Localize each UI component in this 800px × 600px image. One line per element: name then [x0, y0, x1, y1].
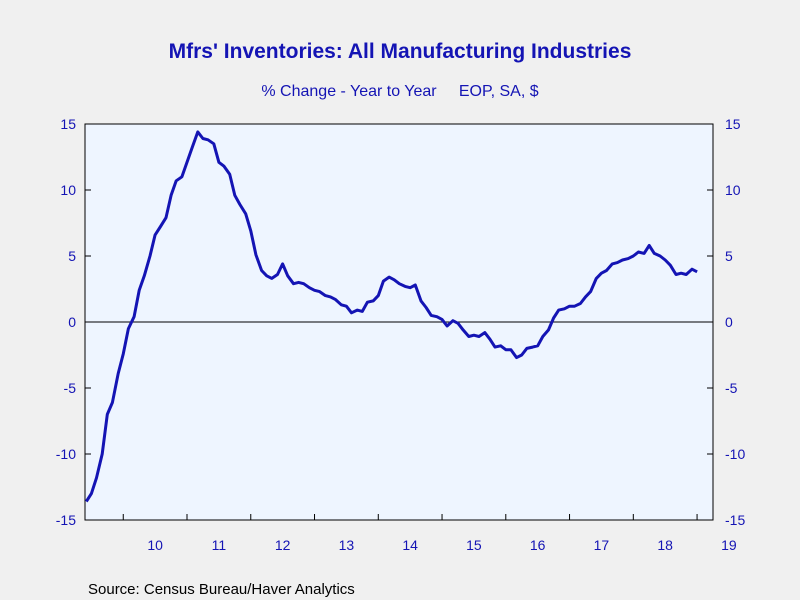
x-tick-label: 18: [657, 537, 673, 553]
x-axis: 10 11 12 13 14 15 16 17 18 19: [122, 514, 737, 553]
x-tick-label: 13: [339, 537, 355, 553]
chart-subtitle: % Change - Year to Year EOP, SA, $: [261, 83, 538, 100]
y-tick-label-right: 0: [725, 314, 733, 330]
x-tick-label: 11: [212, 537, 227, 553]
x-tick-label: 12: [275, 537, 291, 553]
y-tick-label-left: 15: [60, 116, 76, 132]
y-tick-label-left: 10: [60, 182, 76, 198]
y-tick-label-left: 0: [68, 314, 76, 330]
y-tick-label-left: -10: [56, 446, 76, 462]
series-line: [85, 130, 698, 503]
x-tick-label: 16: [530, 537, 546, 553]
chart-title: Mfrs' Inventories: All Manufacturing Ind…: [169, 40, 632, 63]
y-axis-left: 15 10 5 0 -5 -10 -15: [56, 116, 91, 528]
y-tick-label-right: -15: [725, 512, 745, 528]
y-tick-label-right: -10: [725, 446, 745, 462]
source-note: Source: Census Bureau/Haver Analytics: [88, 581, 355, 598]
y-tick-label-right: 15: [725, 116, 741, 132]
x-tick-label: 19: [721, 537, 737, 553]
y-tick-label-left: -5: [64, 380, 77, 396]
y-tick-label-right: -5: [725, 380, 738, 396]
x-tick-label: 17: [594, 537, 610, 553]
y-tick-label-right: 5: [725, 248, 733, 264]
x-tick-label: 15: [466, 537, 482, 553]
y-tick-label-left: 5: [68, 248, 76, 264]
y-tick-label-left: -15: [56, 512, 76, 528]
y-axis-right: 15 10 5 0 -5 -10 -15: [707, 116, 745, 528]
x-tick-label: 10: [147, 537, 163, 553]
x-tick-label: 14: [402, 537, 418, 553]
y-tick-label-right: 10: [725, 182, 741, 198]
